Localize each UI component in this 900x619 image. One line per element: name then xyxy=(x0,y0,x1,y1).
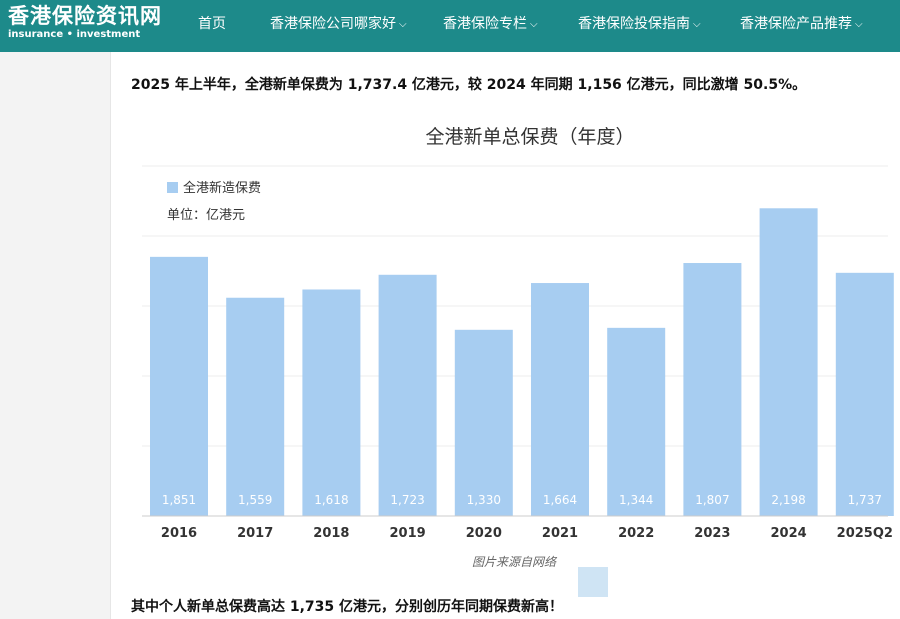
sidebar-divider xyxy=(110,52,111,619)
nav-item-guide[interactable]: 香港保险投保指南 ⌵ xyxy=(578,13,701,33)
bar-value-label: 1,807 xyxy=(695,493,729,507)
floating-widget[interactable] xyxy=(578,567,608,597)
bar-2024 xyxy=(759,208,818,516)
image-caption: 图片来源自网络 xyxy=(472,555,557,569)
x-tick-label: 2024 xyxy=(771,526,807,541)
chart-title: 全港新单总保费（年度） xyxy=(425,126,634,148)
bar-2020 xyxy=(454,329,513,516)
legend-label: 全港新造保费 xyxy=(183,180,261,196)
x-tick-label: 2023 xyxy=(694,526,730,541)
nav-item-label: 香港保险专栏 xyxy=(443,16,527,32)
nav-item-column[interactable]: 香港保险专栏 ⌵ xyxy=(443,13,538,33)
nav-item-home[interactable]: 首页 xyxy=(198,13,226,33)
site-logo[interactable]: 香港保险资讯网 insurance • investment xyxy=(8,3,162,41)
article-paragraph-2: 其中个人新单总保费高达 1,735 亿港元，分别创历年同期保费新高！ xyxy=(131,599,564,615)
bar-value-label: 1,618 xyxy=(314,493,348,507)
nav-item-label: 香港保险公司哪家好 xyxy=(270,16,396,32)
bar-2022 xyxy=(607,327,666,516)
x-tick-label: 2025Q2 xyxy=(837,526,893,541)
logo-text-cn: 香港保险资讯网 xyxy=(8,4,162,28)
bar-2021 xyxy=(531,283,589,516)
bar-value-label: 2,198 xyxy=(771,493,805,507)
bar-2017 xyxy=(226,297,285,516)
chevron-down-icon: ⌵ xyxy=(693,19,701,30)
x-tick-label: 2022 xyxy=(618,526,654,541)
x-tick-label: 2018 xyxy=(313,526,349,541)
chevron-down-icon: ⌵ xyxy=(399,19,407,30)
x-tick-label: 2019 xyxy=(390,526,426,541)
nav-item-label: 首页 xyxy=(198,16,226,32)
x-tick-label: 2017 xyxy=(237,526,273,541)
article-paragraph-1: 2025 年上半年，全港新单保费为 1,737.4 亿港元，较 2024 年同期… xyxy=(131,77,807,93)
nav-item-label: 香港保险产品推荐 xyxy=(740,16,852,32)
x-tick-label: 2021 xyxy=(542,526,578,541)
bar-2018 xyxy=(302,289,361,516)
legend-swatch xyxy=(167,182,178,193)
bar-value-label: 1,344 xyxy=(619,493,653,507)
bar-value-label: 1,664 xyxy=(543,493,577,507)
nav-item-products[interactable]: 香港保险产品推荐 ⌵ xyxy=(740,13,863,33)
bar-value-label: 1,723 xyxy=(390,493,424,507)
bar-value-label: 1,330 xyxy=(467,493,501,507)
unit-label: 单位：亿港元 xyxy=(167,208,245,223)
bar-value-label: 1,851 xyxy=(162,493,196,507)
nav-item-companies[interactable]: 香港保险公司哪家好 ⌵ xyxy=(270,13,407,33)
chevron-down-icon: ⌵ xyxy=(530,19,538,30)
bar-value-label: 1,737 xyxy=(848,493,882,507)
top-nav-bar: 香港保险资讯网 insurance • investment 首页 香港保险公司… xyxy=(0,0,900,52)
nav-item-label: 香港保险投保指南 xyxy=(578,16,690,32)
bar-2019 xyxy=(378,274,437,516)
left-sidebar xyxy=(0,52,110,619)
bar-2023 xyxy=(683,263,742,516)
x-tick-label: 2020 xyxy=(466,526,502,541)
logo-text-en: insurance • investment xyxy=(8,29,141,40)
bar-2016 xyxy=(150,256,208,516)
x-tick-label: 2016 xyxy=(161,526,197,541)
bar-2025Q2 xyxy=(835,272,894,516)
bar-value-label: 1,559 xyxy=(238,493,272,507)
chevron-down-icon: ⌵ xyxy=(855,19,863,30)
